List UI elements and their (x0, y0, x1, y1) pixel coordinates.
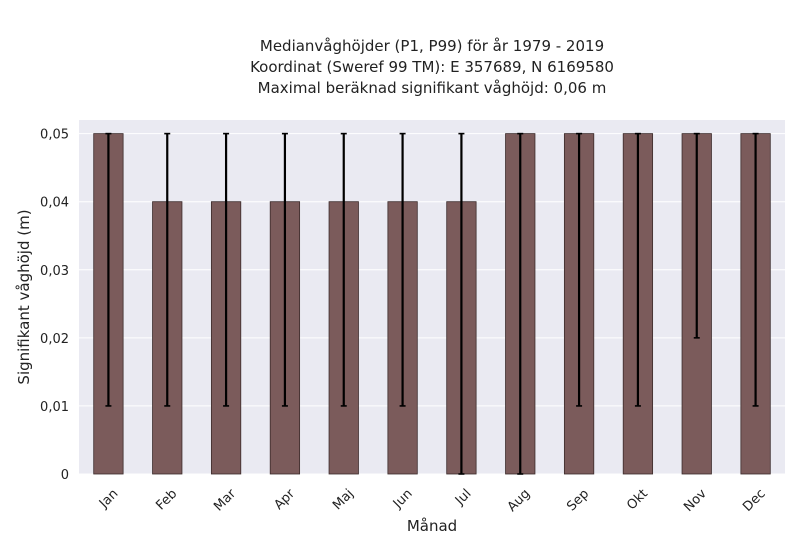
y-tick-label: 0 (61, 468, 69, 483)
title-line-3: Maximal beräknad signifikant våghöjd: 0,… (258, 79, 607, 97)
grid-lines (79, 133, 785, 475)
title-line-1: Medianvåghöjder (P1, P99) för år 1979 - … (260, 37, 604, 55)
y-tick-label: 0,05 (40, 128, 69, 143)
x-tick-label-jun: Jun (390, 486, 416, 512)
x-axis-label: Månad (407, 517, 457, 535)
y-axis-ticks: 0 0,01 0,02 0,03 0,04 0,05 (40, 128, 69, 483)
x-tick-label-mar: Mar (211, 486, 239, 514)
title-line-2: Koordinat (Sweref 99 TM): E 357689, N 61… (250, 58, 614, 76)
y-tick-label: 0,02 (40, 332, 69, 347)
error-bar-mar (223, 132, 230, 407)
error-bar-feb (164, 132, 171, 407)
x-tick-label-apr: Apr (271, 486, 298, 513)
error-bar-jul (458, 132, 465, 475)
x-tick-label-nov: Nov (681, 486, 710, 515)
plot-area (79, 120, 785, 474)
error-bars (105, 132, 759, 475)
x-axis-ticks: Jan Feb Mar Apr Maj Jun Jul Aug Sep Okt Nov Dec (96, 486, 769, 515)
y-tick-label: 0,03 (40, 264, 69, 279)
x-tick-label-sep: Sep (564, 486, 592, 514)
x-tick-label-jan: Jan (96, 486, 121, 511)
y-axis-label: Signifikant våghöjd (m) (15, 209, 33, 384)
error-bar-jan (105, 132, 112, 407)
error-bar-jun (399, 132, 406, 407)
error-bar-apr (281, 132, 288, 407)
error-bar-aug (517, 132, 524, 475)
error-bar-sep (576, 132, 583, 407)
error-bar-nov (693, 132, 700, 339)
x-tick-label-maj: Maj (330, 486, 357, 513)
x-tick-label-okt: Okt (624, 486, 651, 513)
error-bar-dec (752, 132, 759, 407)
x-tick-label-jul: Jul (452, 486, 474, 508)
y-tick-label: 0,01 (40, 400, 69, 415)
error-bar-okt (634, 132, 641, 407)
x-tick-label-dec: Dec (740, 486, 768, 514)
chart-title: Medianvåghöjder (P1, P99) för år 1979 - … (250, 37, 614, 97)
x-tick-label-feb: Feb (153, 486, 180, 513)
y-tick-label: 0,04 (40, 196, 69, 211)
x-tick-label-aug: Aug (505, 486, 534, 515)
error-bar-maj (340, 132, 347, 407)
